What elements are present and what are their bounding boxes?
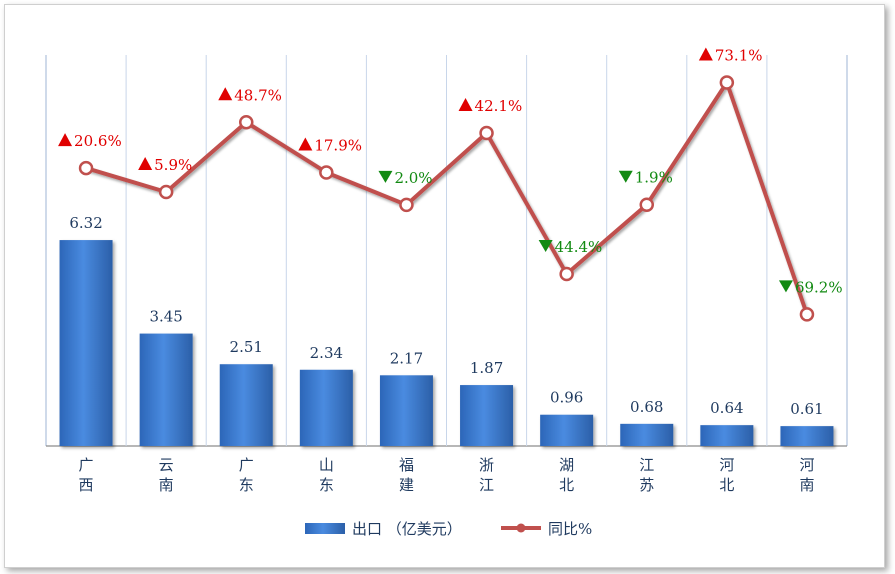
category-label: 广西 [79, 456, 94, 494]
up-arrow-icon [298, 137, 313, 151]
line-point [559, 266, 574, 282]
category-label: 云南 [159, 456, 174, 494]
bar [59, 240, 113, 446]
category-label-line: 北 [719, 476, 734, 494]
bar-series [59, 240, 834, 446]
line-series [78, 75, 815, 322]
category-label-line: 福 [399, 456, 414, 474]
category-label: 河北 [719, 456, 734, 494]
category-label: 河南 [799, 456, 814, 494]
category-label-line: 河 [799, 456, 814, 474]
percent-label: 73.1% [715, 47, 763, 65]
bar-value-label: 0.64 [710, 399, 743, 417]
bar-value-label: 0.61 [790, 400, 823, 418]
line-point [719, 75, 735, 90]
bar-value-label: 0.96 [550, 389, 583, 407]
category-label-line: 山 [319, 456, 334, 474]
percent-label: 5.9% [154, 156, 192, 174]
percent-label: 44.4% [555, 238, 603, 256]
category-label-line: 东 [239, 476, 254, 494]
category-label-line: 北 [559, 476, 574, 494]
up-arrow-icon [698, 47, 713, 61]
line-path [85, 80, 809, 316]
category-label: 广东 [239, 456, 254, 494]
category-label: 浙江 [479, 456, 494, 494]
category-label-line: 苏 [639, 476, 654, 494]
line-point [639, 197, 654, 212]
bar-value-label: 0.68 [630, 398, 663, 416]
bar [540, 414, 594, 446]
category-label: 江苏 [639, 456, 654, 494]
percent-labels: 20.6% 5.9% 48.7% 17.9% 2.0% 42.1% 44.4% 1.9% 73.… [58, 47, 843, 296]
category-label-line: 西 [79, 476, 94, 494]
bar-value-label: 2.17 [390, 349, 423, 367]
bar-value-label: 6.32 [69, 214, 102, 232]
legend-bar-label: 出口 （亿美元） [352, 520, 462, 538]
percent-label: 42.1% [475, 97, 523, 115]
legend-line-marker [516, 523, 526, 533]
category-label-line: 广 [239, 456, 254, 474]
category-label-line: 广 [79, 456, 94, 474]
bar [700, 425, 754, 446]
bar-labels: 6.32 3.45 2.51 2.34 2.17 1.87 0.96 0.68 0.64 0.61 [69, 214, 823, 418]
bar [780, 426, 834, 446]
bar [379, 375, 433, 446]
category-label-line: 建 [399, 476, 414, 494]
category-label-line: 江 [479, 476, 494, 494]
up-arrow-icon [58, 133, 73, 147]
percent-label: 20.6% [74, 132, 122, 150]
down-arrow-icon [378, 170, 393, 183]
bar [620, 423, 674, 446]
bar-value-label: 3.45 [149, 308, 182, 326]
category-label: 湖北 [559, 456, 574, 494]
up-arrow-icon [458, 98, 473, 112]
category-label-line: 南 [799, 476, 814, 494]
down-arrow-icon [618, 170, 633, 183]
percent-label: 1.9% [635, 169, 673, 187]
legend-line-label: 同比% [548, 520, 592, 538]
category-label-line: 东 [319, 476, 334, 494]
bar [219, 364, 273, 446]
percent-label: 69.2% [795, 278, 843, 296]
percent-label: 2.0% [394, 169, 432, 187]
category-label-line: 浙 [479, 456, 494, 474]
line-point [799, 307, 815, 322]
line-point [78, 160, 94, 176]
line-point [399, 197, 414, 213]
legend-bar-swatch [305, 523, 345, 534]
bar-value-label: 2.51 [230, 338, 263, 356]
bar-value-label: 1.87 [470, 359, 503, 377]
up-arrow-icon [138, 157, 153, 171]
gridlines [125, 55, 768, 446]
up-arrow-icon [218, 87, 233, 101]
bar [460, 385, 514, 446]
category-label: 福建 [399, 456, 414, 494]
bar-value-label: 2.34 [310, 344, 343, 362]
line-point [158, 184, 174, 200]
category-label-line: 云 [159, 456, 174, 474]
line-point [479, 125, 494, 141]
percent-label: 17.9% [314, 136, 362, 154]
category-label-line: 江 [639, 456, 654, 474]
bar [139, 333, 193, 446]
down-arrow-icon [538, 239, 553, 252]
percent-label: 48.7% [234, 86, 282, 104]
category-label-line: 南 [159, 476, 174, 494]
down-arrow-icon [778, 280, 793, 293]
line-point [319, 165, 334, 180]
category-label-line: 湖 [559, 456, 574, 474]
bar [299, 369, 353, 446]
line-point [239, 115, 254, 130]
category-label-line: 河 [719, 456, 734, 474]
category-label: 山东 [319, 456, 334, 494]
legend: 出口 （亿美元） 同比% [305, 520, 592, 538]
